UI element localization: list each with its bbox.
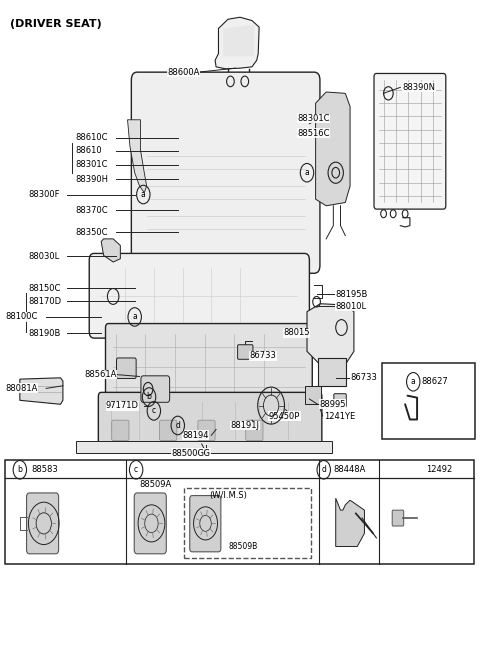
FancyBboxPatch shape	[132, 72, 320, 273]
Text: b: b	[146, 392, 152, 402]
Text: 88509B: 88509B	[228, 542, 257, 551]
Text: 88170D: 88170D	[28, 296, 61, 306]
Polygon shape	[316, 92, 350, 206]
Text: 86733: 86733	[350, 373, 377, 383]
Polygon shape	[128, 120, 147, 192]
Polygon shape	[307, 304, 354, 366]
Text: 88509A: 88509A	[140, 481, 172, 489]
Text: 95450P: 95450P	[269, 412, 300, 421]
FancyBboxPatch shape	[190, 495, 221, 552]
Text: 88015: 88015	[283, 328, 310, 337]
Text: 88561A: 88561A	[84, 370, 117, 379]
FancyBboxPatch shape	[89, 253, 310, 338]
Text: 88191J: 88191J	[230, 421, 259, 430]
FancyBboxPatch shape	[318, 358, 346, 386]
Text: 88010L: 88010L	[336, 302, 367, 311]
Text: a: a	[132, 312, 137, 322]
FancyBboxPatch shape	[112, 420, 129, 441]
Text: 88627: 88627	[421, 377, 448, 387]
FancyBboxPatch shape	[305, 387, 322, 404]
Text: (W/I.M.S): (W/I.M.S)	[209, 491, 247, 500]
Text: 12492: 12492	[426, 465, 453, 474]
Text: 88500G: 88500G	[171, 449, 204, 457]
FancyBboxPatch shape	[392, 510, 404, 526]
Text: 88610: 88610	[75, 147, 101, 155]
Text: 88194: 88194	[182, 431, 209, 440]
Text: 88610C: 88610C	[75, 133, 108, 142]
Text: (DRIVER SEAT): (DRIVER SEAT)	[10, 19, 102, 29]
Text: 88301C: 88301C	[298, 114, 330, 123]
Text: 88390N: 88390N	[403, 83, 436, 92]
Polygon shape	[20, 378, 63, 404]
Text: 88195B: 88195B	[336, 290, 368, 299]
Text: 88370C: 88370C	[75, 206, 108, 215]
Text: 86733: 86733	[250, 351, 276, 361]
Text: a: a	[411, 377, 416, 387]
FancyBboxPatch shape	[76, 441, 332, 453]
Text: 97171D: 97171D	[106, 401, 139, 410]
Text: 88516C: 88516C	[298, 129, 330, 137]
FancyBboxPatch shape	[5, 460, 474, 564]
Text: c: c	[134, 465, 138, 474]
Text: 88300F: 88300F	[28, 190, 60, 199]
FancyBboxPatch shape	[374, 74, 446, 209]
Polygon shape	[215, 17, 259, 69]
FancyBboxPatch shape	[106, 324, 312, 404]
Text: 88350C: 88350C	[75, 228, 108, 237]
Text: b: b	[17, 465, 22, 474]
Text: 88600A: 88600A	[167, 68, 199, 77]
Text: d: d	[321, 465, 326, 474]
Text: 88150C: 88150C	[28, 284, 61, 293]
FancyBboxPatch shape	[159, 420, 177, 441]
Text: 88583: 88583	[32, 465, 59, 474]
Text: 88301C: 88301C	[75, 160, 108, 169]
Text: 88081A: 88081A	[5, 384, 38, 393]
FancyBboxPatch shape	[198, 420, 215, 441]
FancyBboxPatch shape	[334, 394, 346, 407]
Polygon shape	[223, 25, 254, 56]
FancyBboxPatch shape	[183, 489, 311, 558]
FancyBboxPatch shape	[98, 392, 322, 448]
FancyBboxPatch shape	[246, 420, 263, 441]
FancyBboxPatch shape	[382, 363, 475, 440]
FancyBboxPatch shape	[26, 493, 59, 554]
Text: c: c	[152, 406, 156, 416]
Text: 88500G: 88500G	[178, 449, 211, 457]
Polygon shape	[101, 239, 120, 262]
Text: 88100C: 88100C	[5, 312, 38, 322]
Text: 88030L: 88030L	[28, 251, 60, 261]
FancyBboxPatch shape	[134, 493, 166, 554]
FancyBboxPatch shape	[141, 376, 169, 402]
Text: 88995: 88995	[319, 400, 346, 409]
Text: 1241YE: 1241YE	[324, 412, 355, 421]
Text: 88190B: 88190B	[28, 329, 61, 338]
Text: a: a	[305, 168, 310, 177]
Text: d: d	[175, 421, 180, 430]
Text: 88448A: 88448A	[333, 465, 366, 474]
Text: 88390H: 88390H	[75, 175, 108, 184]
Polygon shape	[336, 498, 364, 546]
FancyBboxPatch shape	[238, 345, 253, 359]
Text: a: a	[141, 190, 146, 199]
FancyBboxPatch shape	[117, 358, 136, 379]
